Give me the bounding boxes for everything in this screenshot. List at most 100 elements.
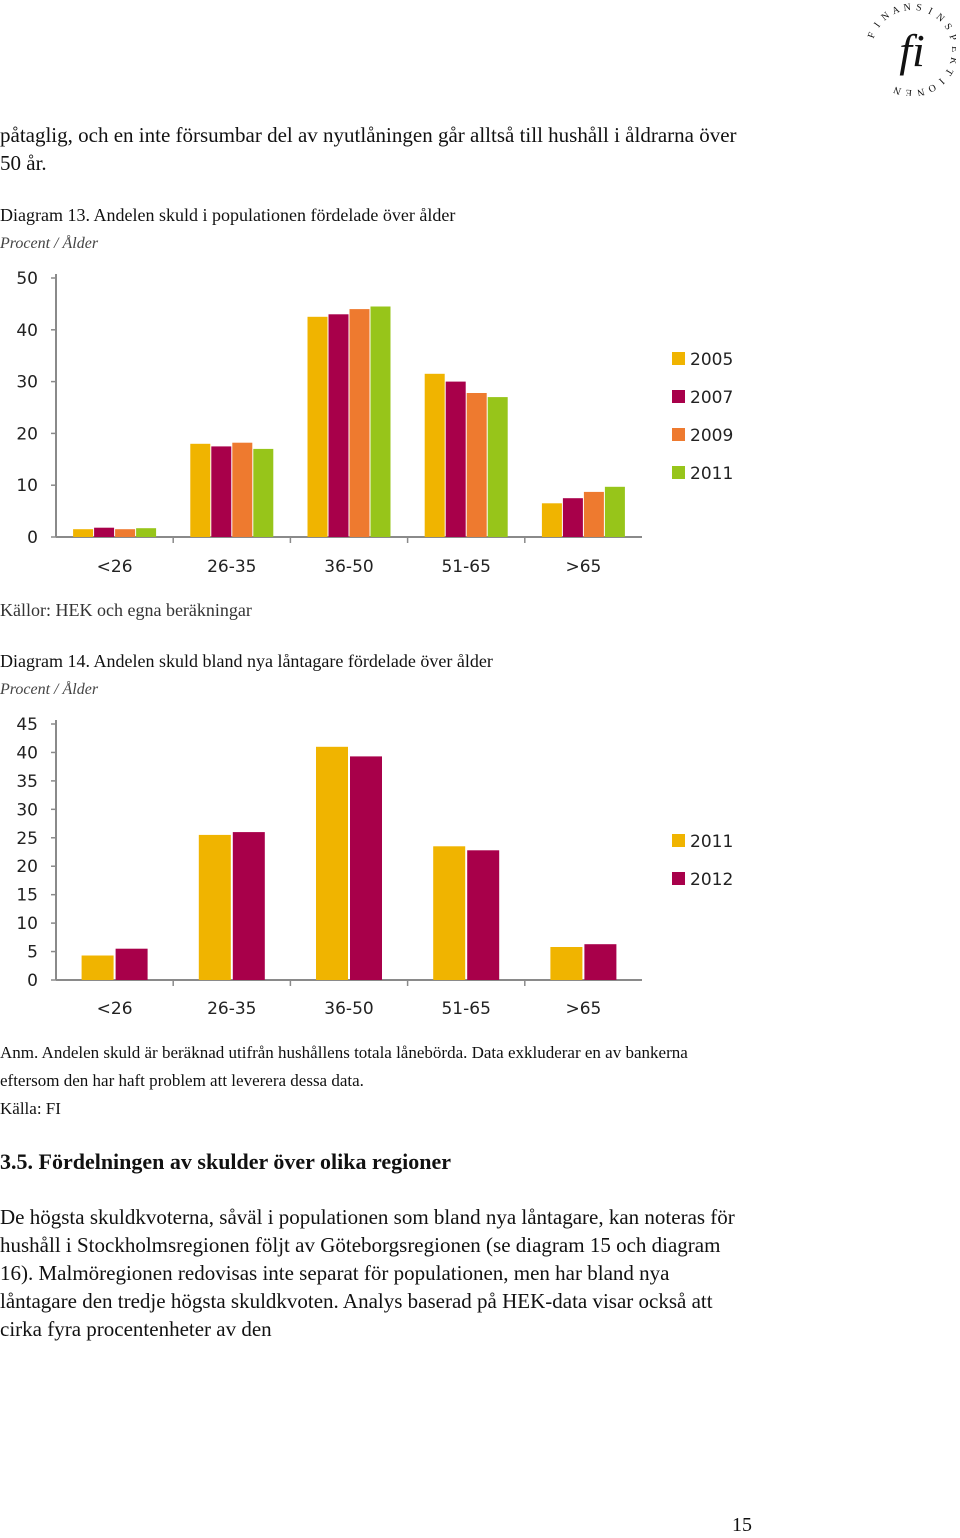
bar: [562, 498, 583, 537]
legend-swatch: [672, 352, 685, 365]
legend-swatch: [672, 466, 685, 479]
x-tick-label: 26-35: [207, 999, 256, 1019]
bar: [316, 746, 348, 980]
y-tick-label: 5: [27, 943, 38, 963]
bar: [115, 948, 148, 980]
logo-letter: P: [947, 33, 956, 42]
y-tick-label: 45: [16, 715, 38, 735]
bar: [541, 503, 562, 537]
bar: [604, 486, 625, 537]
logo-letter: A: [890, 4, 902, 17]
bar: [198, 834, 231, 980]
bar: [190, 443, 211, 537]
diagram13-source: Källor: HEK och egna beräkningar: [0, 600, 252, 620]
logo-letter: I: [936, 76, 946, 86]
section-heading: 3.5. Fördelningen av skulder över olika …: [0, 1149, 452, 1174]
logo-letter: E: [949, 46, 956, 52]
y-tick-label: 10: [16, 914, 38, 934]
y-tick-label: 10: [16, 476, 38, 496]
y-tick-label: 0: [27, 528, 38, 548]
logo-mark: fi: [899, 25, 925, 76]
y-tick-label: 0: [27, 971, 38, 991]
legend-label: 2011: [690, 464, 733, 484]
y-tick-label: 30: [16, 373, 38, 393]
y-tick-label: 20: [16, 857, 38, 877]
bar: [232, 442, 253, 537]
x-tick-label: >65: [565, 999, 601, 1019]
bar: [424, 373, 445, 537]
logo-letter: E: [905, 87, 912, 96]
legend-label: 2007: [690, 388, 733, 408]
diagram14-note: Anm. Andelen skuld är beräknad utifrån h…: [0, 1043, 688, 1090]
bar: [583, 491, 604, 537]
bar: [136, 528, 157, 537]
y-tick-label: 35: [16, 772, 38, 792]
legend-swatch: [672, 390, 685, 403]
logo-letter: F: [866, 31, 878, 40]
x-tick-label: <26: [97, 999, 133, 1019]
diagram13-caption: Diagram 13. Andelen skuld i populationen…: [0, 205, 456, 225]
section-body: De högsta skuldkvoterna, såväl i populat…: [0, 1205, 735, 1341]
bar: [73, 529, 94, 537]
x-tick-label: 36-50: [324, 999, 373, 1019]
diagram14-subtitle: Procent / Ålder: [0, 681, 99, 698]
diagram14-chart: 0 5 10 15 20 25 30 35 40 45 <26 26-35 36-50 51-65 >65 2…: [16, 715, 733, 1019]
logo-letter: N: [892, 84, 903, 96]
x-tick-label: 51-65: [441, 557, 490, 577]
x-tick-label: 51-65: [441, 999, 490, 1019]
legend-swatch: [672, 428, 685, 441]
legend-swatch: [672, 872, 685, 885]
bar: [253, 448, 274, 537]
legend-label: 2005: [690, 350, 733, 370]
bar: [487, 397, 508, 537]
logo-letter: S: [942, 22, 954, 33]
bar: [328, 314, 349, 537]
bar: [81, 955, 114, 980]
paragraph-top: påtaglig, och en inte försumbar del av n…: [0, 123, 737, 175]
bar: [433, 846, 466, 980]
bar: [550, 947, 583, 980]
y-tick-label: 50: [16, 269, 38, 289]
legend-label: 2012: [690, 870, 733, 890]
logo-letter: I: [872, 21, 883, 30]
logo-letter: N: [903, 2, 911, 14]
bar: [307, 316, 328, 537]
bar: [94, 527, 115, 537]
legend-swatch: [672, 834, 685, 847]
legend-label: 2011: [690, 832, 733, 852]
diagram13-subtitle: Procent / Ålder: [0, 235, 99, 252]
logo-letter: N: [916, 86, 925, 96]
x-tick-label: >65: [565, 557, 601, 577]
logo-letter: T: [942, 66, 955, 77]
x-tick-label: 36-50: [324, 557, 373, 577]
bar: [370, 306, 391, 537]
diagram14-source: Källa: FI: [0, 1099, 61, 1118]
diagram14-caption: Diagram 14. Andelen skuld bland nya lånt…: [0, 651, 493, 671]
bar: [232, 832, 265, 980]
logo-letter: N: [934, 11, 947, 24]
y-tick-label: 40: [16, 743, 38, 763]
bar: [445, 381, 466, 537]
logo-letter: K: [947, 56, 956, 67]
bar: [350, 756, 382, 980]
page-number: 15: [732, 1514, 752, 1536]
logo-letter: O: [926, 81, 938, 94]
x-tick-label: 26-35: [207, 557, 256, 577]
bar: [466, 393, 487, 537]
bar: [349, 309, 370, 537]
y-tick-label: 40: [16, 321, 38, 341]
y-tick-label: 30: [16, 800, 38, 820]
y-tick-label: 20: [16, 424, 38, 444]
logo-letter: I: [926, 6, 934, 17]
y-tick-label: 15: [16, 886, 38, 906]
legend-label: 2009: [690, 426, 733, 446]
x-tick-label: <26: [97, 557, 133, 577]
bar: [467, 850, 500, 980]
bar: [115, 529, 136, 537]
diagram13-chart: 0 10 20 30 40 50 <26 26-35 36-50 51-65 >65 2005 2007…: [16, 269, 733, 577]
logo-letter: N: [879, 10, 891, 23]
y-tick-label: 25: [16, 829, 38, 849]
bar: [211, 446, 232, 537]
bar: [584, 944, 617, 980]
